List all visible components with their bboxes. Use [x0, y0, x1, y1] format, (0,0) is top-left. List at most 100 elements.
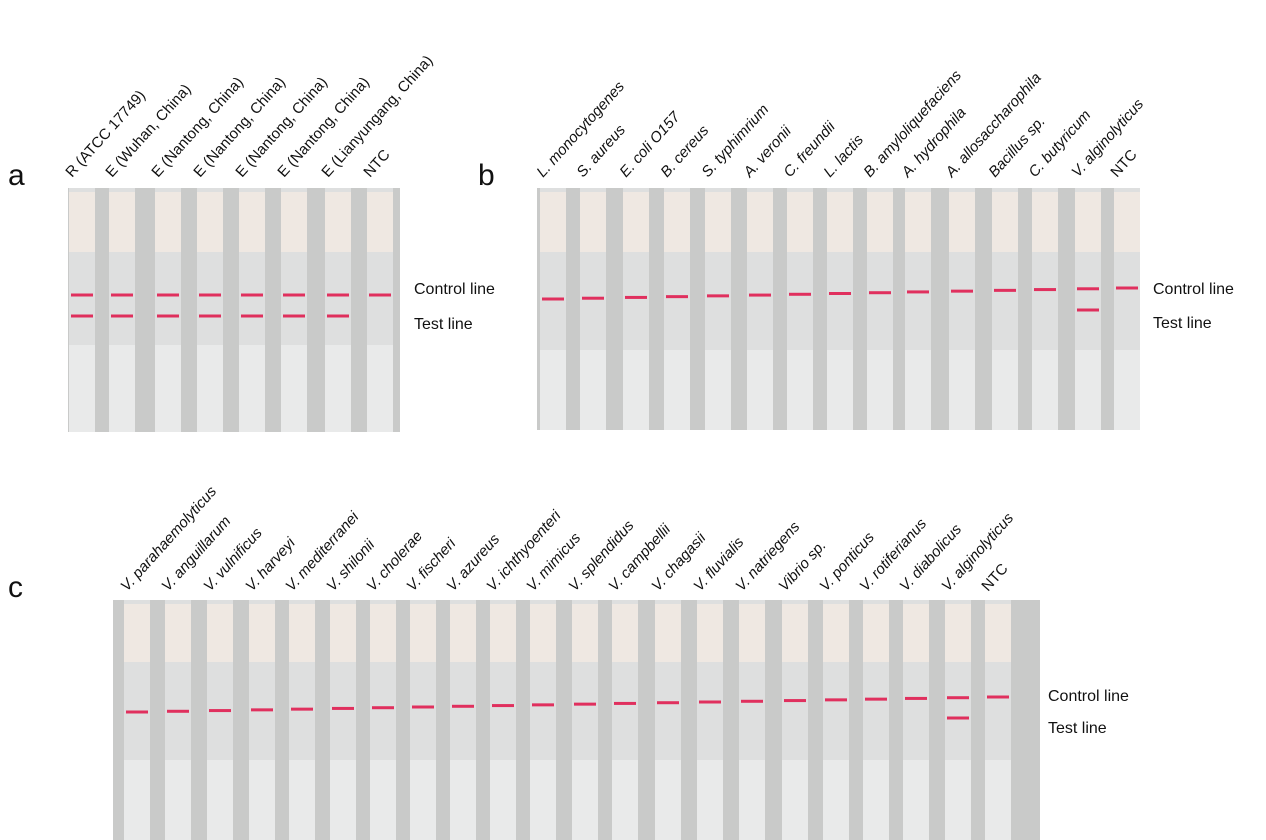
absorbent-pad — [747, 350, 773, 430]
sample-pad — [739, 604, 765, 662]
control-line-label: Control line — [414, 281, 495, 298]
sample-pad — [249, 604, 275, 662]
test-line — [327, 315, 349, 318]
sample-pad — [367, 192, 393, 252]
absorbent-pad — [903, 760, 929, 840]
sample-pad — [289, 604, 315, 662]
control-line — [1077, 287, 1099, 290]
sample-pad — [155, 192, 181, 252]
panel-letter: c — [8, 571, 23, 604]
absorbent-pad — [1114, 350, 1140, 430]
sample-pad — [697, 604, 723, 662]
absorbent-pad — [823, 760, 849, 840]
control-line — [829, 292, 851, 295]
control-line — [209, 709, 231, 712]
test-line — [111, 315, 133, 318]
absorbent-pad — [992, 350, 1018, 430]
control-line — [865, 698, 887, 701]
absorbent-pad — [739, 760, 765, 840]
sample-pad — [165, 604, 191, 662]
control-line — [994, 289, 1016, 292]
sample-pad — [623, 192, 649, 252]
absorbent-pad — [905, 350, 931, 430]
control-line — [666, 295, 688, 298]
sample-pad — [945, 604, 971, 662]
strip-label: NTC — [978, 560, 1011, 594]
sample-pad — [124, 604, 150, 662]
sample-pad — [330, 604, 356, 662]
sample-pad — [787, 192, 813, 252]
control-line — [869, 291, 891, 294]
absorbent-pad — [325, 345, 351, 432]
sample-pad — [69, 192, 95, 252]
absorbent-pad — [612, 760, 638, 840]
absorbent-pad — [1075, 350, 1101, 430]
sample-pad — [109, 192, 135, 252]
test-line — [71, 315, 93, 318]
absorbent-pad — [249, 760, 275, 840]
absorbent-pad — [540, 350, 566, 430]
strip-label: NTC — [1107, 146, 1140, 180]
control-line — [907, 290, 929, 293]
sample-pad — [239, 192, 265, 252]
test-line-label: Test line — [1048, 720, 1107, 737]
control-line-label: Control line — [1153, 281, 1234, 298]
sample-pad — [664, 192, 690, 252]
test-line — [283, 315, 305, 318]
control-line — [327, 294, 349, 297]
sample-pad — [747, 192, 773, 252]
control-line — [625, 296, 647, 299]
sample-pad — [823, 604, 849, 662]
absorbent-pad — [367, 345, 393, 432]
strip-label: NTC — [360, 146, 393, 180]
sample-pad — [985, 604, 1011, 662]
test-line — [241, 315, 263, 318]
test-line-label: Test line — [414, 316, 473, 333]
absorbent-pad — [490, 760, 516, 840]
control-line-label: Control line — [1048, 688, 1129, 705]
absorbent-pad — [450, 760, 476, 840]
absorbent-pad — [109, 345, 135, 432]
test-line — [947, 717, 969, 720]
control-line — [157, 294, 179, 297]
control-line — [614, 702, 636, 705]
control-line — [372, 706, 394, 709]
absorbent-pad — [945, 760, 971, 840]
sample-pad — [572, 604, 598, 662]
sample-pad — [705, 192, 731, 252]
sample-pad — [540, 192, 566, 252]
sample-pad — [1114, 192, 1140, 252]
sample-pad — [905, 192, 931, 252]
absorbent-pad — [197, 345, 223, 432]
control-line — [947, 696, 969, 699]
sample-pad — [197, 192, 223, 252]
control-line — [749, 294, 771, 297]
sample-pad — [655, 604, 681, 662]
absorbent-pad — [530, 760, 556, 840]
absorbent-pad — [69, 345, 95, 432]
absorbent-pad — [655, 760, 681, 840]
test-line-label: Test line — [1153, 315, 1212, 332]
absorbent-pad — [281, 345, 307, 432]
test-line — [199, 315, 221, 318]
absorbent-pad — [207, 760, 233, 840]
control-line — [111, 294, 133, 297]
absorbent-pad — [239, 345, 265, 432]
absorbent-pad — [370, 760, 396, 840]
control-line — [741, 700, 763, 703]
control-line — [784, 699, 806, 702]
control-line — [574, 703, 596, 706]
absorbent-pad — [165, 760, 191, 840]
absorbent-pad — [330, 760, 356, 840]
strip-label: V. mediterranei — [282, 508, 362, 595]
absorbent-pad — [867, 350, 893, 430]
control-line — [71, 294, 93, 297]
control-line — [167, 710, 189, 713]
control-line — [905, 697, 927, 700]
control-line — [452, 705, 474, 708]
sample-pad — [490, 604, 516, 662]
absorbent-pad — [787, 350, 813, 430]
panel-letter: b — [478, 159, 495, 192]
control-line — [283, 294, 305, 297]
absorbent-pad — [782, 760, 808, 840]
